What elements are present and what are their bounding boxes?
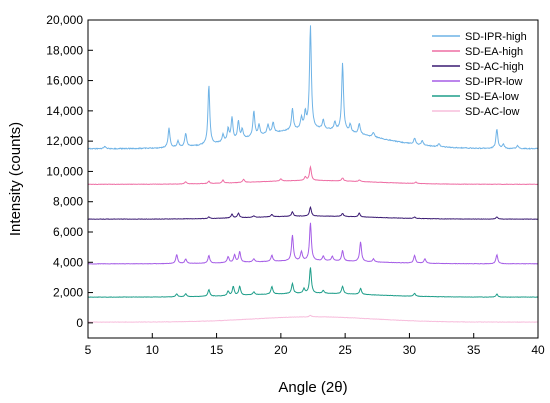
series-line-sd-ea-high <box>88 165 538 186</box>
series-line-sd-ac-low <box>88 314 538 323</box>
y-tick-label: 0 <box>76 316 83 330</box>
x-tick-label: 5 <box>85 343 92 357</box>
y-tick-label: 18,000 <box>46 43 83 57</box>
series-line-sd-ea-low <box>88 267 538 298</box>
y-tick-label: 20,000 <box>46 13 83 27</box>
legend-label: SD-IPR-high <box>465 31 527 43</box>
y-tick-label: 16,000 <box>46 74 83 88</box>
x-axis-ticks: 5 10 15 20 25 30 35 40 <box>85 333 545 357</box>
plot-frame <box>87 19 539 339</box>
y-tick-label: 6,000 <box>53 225 83 239</box>
legend-label: SD-AC-low <box>465 106 519 118</box>
x-tick-label: 10 <box>146 343 160 357</box>
y-tick-label: 10,000 <box>46 164 83 178</box>
y-tick-label: 12,000 <box>46 134 83 148</box>
x-tick-label: 25 <box>338 343 352 357</box>
x-tick-label: 20 <box>274 343 288 357</box>
series-line-sd-ipr-low <box>88 222 538 265</box>
legend: SD-IPR-high SD-EA-high SD-AC-high SD-IPR-lo… <box>432 31 527 118</box>
series-line-sd-ipr-high <box>88 25 538 150</box>
legend-label: SD-EA-high <box>465 46 523 58</box>
legend-label: SD-AC-high <box>465 61 524 73</box>
plot-content <box>88 25 538 323</box>
x-tick-label: 15 <box>210 343 224 357</box>
series-line-sd-ac-high <box>88 205 538 220</box>
x-tick-label: 30 <box>403 343 417 357</box>
y-tick-label: 2,000 <box>53 286 83 300</box>
y-axis-ticks: 0 2,000 4,000 6,000 8,000 10,000 12,000 14,000 1… <box>46 13 93 330</box>
y-tick-label: 4,000 <box>53 255 83 269</box>
y-tick-label: 14,000 <box>46 104 83 118</box>
x-tick-label: 40 <box>531 343 545 357</box>
y-tick-label: 8,000 <box>53 195 83 209</box>
legend-label: SD-IPR-low <box>465 76 523 88</box>
legend-label: SD-EA-low <box>465 91 519 103</box>
x-axis-title: Angle (2θ) <box>278 379 347 396</box>
y-axis-title: Intensity (counts) <box>7 122 24 236</box>
x-tick-label: 35 <box>467 343 481 357</box>
